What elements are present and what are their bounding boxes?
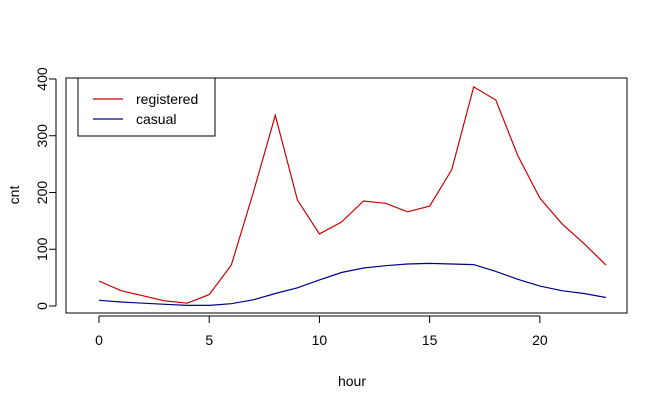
x-tick-label-20: 20 <box>532 332 548 348</box>
x-tick-label-10: 10 <box>312 332 328 348</box>
y-axis-title: cnt <box>6 186 22 205</box>
series-line-casual <box>98 262 607 306</box>
x-axis: 0 5 10 15 20 <box>95 315 548 348</box>
y-tick-label-200: 200 <box>34 181 50 205</box>
x-tick-label-15: 15 <box>422 332 438 348</box>
legend-label-casual: casual <box>136 111 176 127</box>
y-tick-label-400: 400 <box>34 67 50 91</box>
legend: registered casual <box>77 77 216 137</box>
plot-box <box>65 77 628 314</box>
x-tick-label-5: 5 <box>205 332 213 348</box>
y-axis: 0 100 200 300 400 <box>34 67 57 310</box>
legend-box <box>77 77 216 137</box>
y-tick-label-100: 100 <box>34 237 50 261</box>
legend-label-registered: registered <box>136 91 198 107</box>
series-layer <box>98 85 607 306</box>
y-tick-label-300: 300 <box>34 124 50 148</box>
series-line-registered <box>98 85 607 304</box>
y-tick-label-0: 0 <box>34 302 50 310</box>
x-axis-title: hour <box>338 373 366 389</box>
x-tick-label-0: 0 <box>95 332 103 348</box>
